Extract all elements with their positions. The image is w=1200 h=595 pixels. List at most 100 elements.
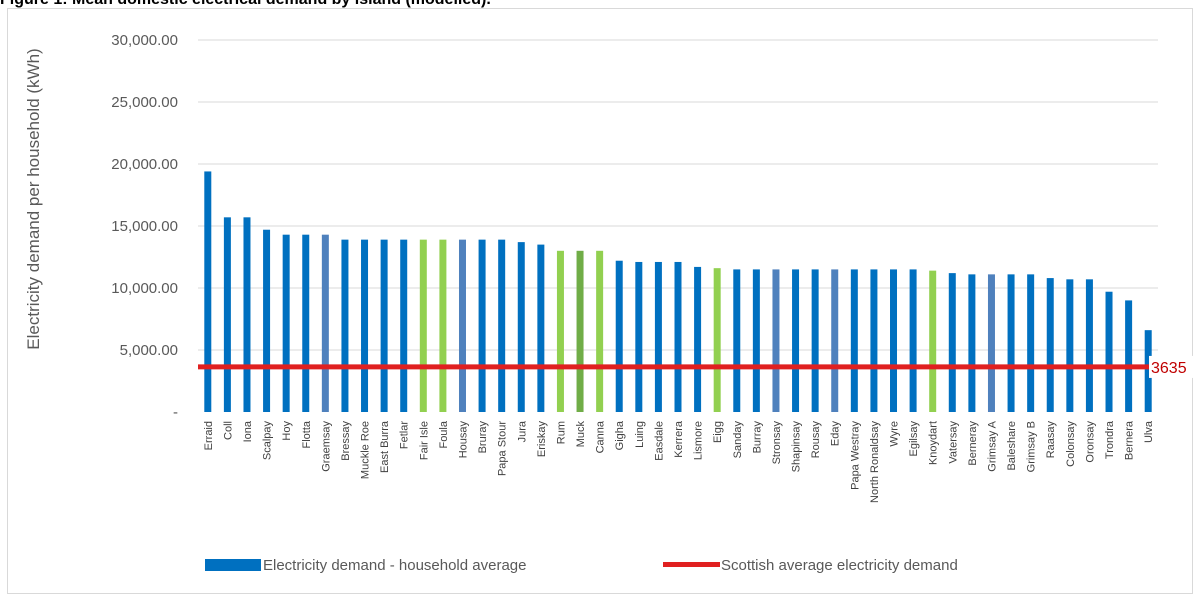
bar xyxy=(282,234,290,412)
reference-label-bg xyxy=(1149,355,1194,378)
bar xyxy=(537,244,545,412)
x-tick-label: Eday xyxy=(830,421,842,447)
x-tick-label: Bressay xyxy=(340,421,352,461)
bar xyxy=(498,239,506,412)
x-tick-label: Rousay xyxy=(810,421,822,459)
bar xyxy=(596,250,604,412)
bar xyxy=(223,217,231,412)
reference-line-group: 3635 xyxy=(198,355,1194,378)
y-axis-label: Electricity demand per household (kWh) xyxy=(24,48,43,349)
legend-label-bars: Electricity demand - household average xyxy=(263,557,526,574)
x-tick-label: Iona xyxy=(242,420,254,442)
bar xyxy=(772,269,780,412)
x-tick-label: Papa Westray xyxy=(849,421,861,490)
bar xyxy=(733,269,741,412)
x-tick-label: Burray xyxy=(751,421,763,454)
x-tick-label: Bruray xyxy=(477,421,489,454)
x-tick-label: Housay xyxy=(457,421,469,459)
x-tick-label: Muckle Roe xyxy=(360,421,372,479)
bar xyxy=(674,261,682,412)
x-tick-label: Erraid xyxy=(203,421,215,450)
x-tick-label: Sanday xyxy=(732,421,744,459)
x-tick-label: Colonsay xyxy=(1065,421,1077,467)
bar xyxy=(1125,300,1133,412)
bar xyxy=(1027,274,1035,412)
y-tick-label: 10,000.00 xyxy=(111,280,178,297)
x-tick-label: Shapinsay xyxy=(791,421,803,473)
bar xyxy=(713,268,721,412)
x-tick-label: Papa Stour xyxy=(497,421,509,476)
bar xyxy=(987,274,995,412)
bar xyxy=(870,269,878,412)
bar xyxy=(968,274,976,412)
bar xyxy=(576,250,584,412)
bar xyxy=(909,269,917,412)
x-tick-label: Scalpay xyxy=(262,421,274,461)
x-tick-label: Bernera xyxy=(1124,420,1136,460)
bar xyxy=(243,217,251,412)
bar xyxy=(400,239,408,412)
figure-title: Figure 1: Mean domestic electrical deman… xyxy=(0,0,900,11)
y-tick-label: - xyxy=(173,404,178,421)
x-tick-label: Hoy xyxy=(281,421,293,441)
bar xyxy=(850,269,858,412)
x-tick-label: Rum xyxy=(555,421,567,444)
x-tick-label: Jura xyxy=(516,420,528,442)
x-tick-label: Baleshare xyxy=(1006,421,1018,471)
x-tick-label: Canna xyxy=(595,420,607,453)
bar xyxy=(1085,279,1093,412)
x-tick-label: Graemsay xyxy=(320,421,332,472)
bar xyxy=(1066,279,1074,412)
bar xyxy=(1144,330,1152,412)
bar xyxy=(654,261,662,412)
legend-swatch-bars xyxy=(205,559,261,571)
bar xyxy=(792,269,800,412)
x-tick-label: Coll xyxy=(222,421,234,440)
x-tick-label: Berneray xyxy=(967,421,979,466)
bar xyxy=(204,171,212,412)
x-tick-label: Grimsay A xyxy=(986,420,998,471)
x-tick-label: Ulva xyxy=(1143,420,1155,443)
x-tick-label: Fair Isle xyxy=(418,421,430,460)
bar xyxy=(380,239,388,412)
bar xyxy=(831,269,839,412)
bar-chart: - 5,000.00 10,000.00 15,000.00 20,000.00 25,0… xyxy=(24,32,1194,574)
x-tick-label: Muck xyxy=(575,421,587,448)
bar xyxy=(361,239,369,412)
bar xyxy=(890,269,898,412)
bar xyxy=(419,239,427,412)
y-tick-label: 15,000.00 xyxy=(111,218,178,235)
x-tick-label: Trondra xyxy=(1104,420,1116,459)
bar xyxy=(929,270,937,412)
bar xyxy=(458,239,466,412)
bar xyxy=(1105,291,1113,412)
bar xyxy=(263,229,271,412)
x-tick-label: Eriskay xyxy=(536,421,548,458)
bar xyxy=(1007,274,1015,412)
bar xyxy=(811,269,819,412)
x-tick-label: North Ronaldsay xyxy=(869,421,881,503)
x-tick-label: Fetlar xyxy=(399,421,411,449)
bar xyxy=(517,242,525,412)
x-tick-label: Stronsay xyxy=(771,421,783,465)
bar xyxy=(439,239,447,412)
x-tick-label: Gigha xyxy=(614,420,626,450)
bar xyxy=(1046,278,1054,412)
bar xyxy=(478,239,486,412)
x-tick-label: Raasay xyxy=(1045,421,1057,459)
bar xyxy=(635,261,643,412)
y-tick-label: 30,000.00 xyxy=(111,32,178,49)
legend-swatch-line xyxy=(663,562,720,567)
x-tick-label: Oronsay xyxy=(1084,421,1096,463)
x-tick-label: Easdale xyxy=(653,421,665,461)
x-tick-label: Foula xyxy=(438,420,450,448)
x-tick-label: Vatersay xyxy=(947,421,959,464)
bars xyxy=(204,171,1152,412)
bar xyxy=(341,239,349,412)
legend-label-line: Scottish average electricity demand xyxy=(721,557,958,574)
bar xyxy=(321,234,329,412)
y-tick-label: 20,000.00 xyxy=(111,156,178,173)
bar xyxy=(302,234,310,412)
bar xyxy=(556,250,564,412)
x-tick-label: Grimsay B xyxy=(1026,421,1038,472)
